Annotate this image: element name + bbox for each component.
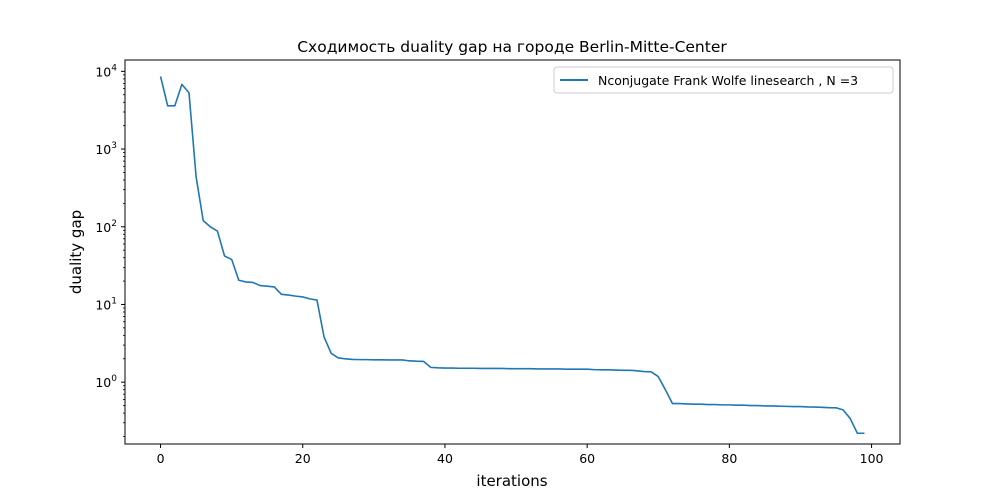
plot-area [125,60,900,444]
legend-box [553,66,894,94]
series-layer [159,76,865,435]
legend: Nconjugate Frank Wolfe linesearch , N =3 [553,66,894,94]
series-line-0 [159,76,865,435]
plot-frame [124,59,901,445]
x-axis-label: iterations [476,472,547,490]
x-tick-label: 20 [295,451,311,466]
y-tick-label: 103 [95,141,117,157]
chart-title: Сходимость duality gap на городе Berlin-… [297,38,727,56]
x-axis-ticks: 0 20 40 60 80 100 [157,444,884,466]
y-tick-label: 100 [95,374,117,390]
y-axis-ticks: 100 101 102 103 104 [95,63,125,437]
x-tick-label: 40 [437,451,453,466]
y-tick-label: 104 [95,63,117,79]
x-tick-label: 0 [157,451,165,466]
x-tick-label: 60 [579,451,595,466]
x-tick-label: 80 [721,451,737,466]
y-tick-label: 102 [95,219,117,235]
legend-label: Nconjugate Frank Wolfe linesearch , N =3 [598,73,858,88]
y-axis-label: duality gap [67,210,85,294]
y-tick-label: 101 [95,296,117,312]
x-tick-label: 100 [860,451,884,466]
